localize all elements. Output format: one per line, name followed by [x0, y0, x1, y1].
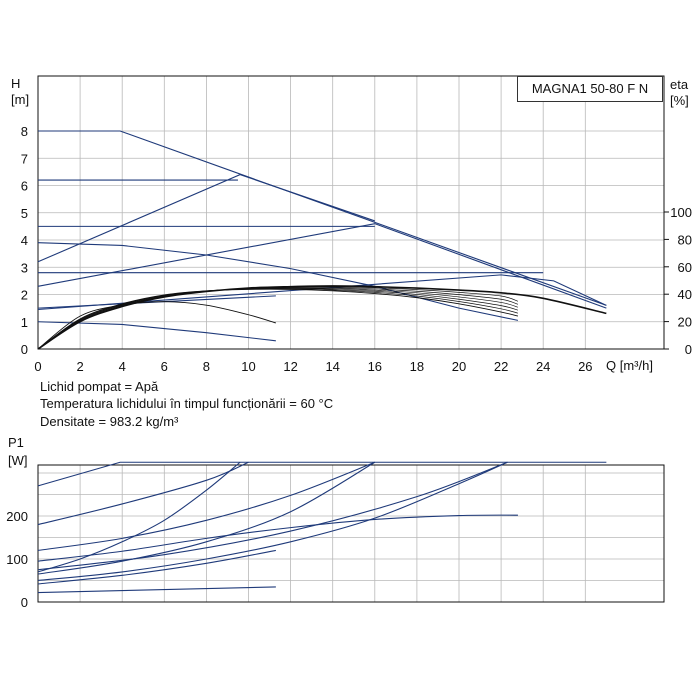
efficiency-curve [37, 287, 519, 350]
y-tick-label: 6 [21, 179, 28, 194]
power-curve [37, 549, 276, 585]
head-eta-tick-labels: 0 20 40 60 80 100 [664, 205, 692, 357]
eta-tick-label: 60 [678, 260, 692, 275]
y-tick-label: 8 [21, 124, 28, 139]
x-tick-label: 14 [325, 359, 339, 374]
y-tick-label: 5 [21, 206, 28, 221]
head-curves [37, 130, 607, 342]
eta-tick-label: 80 [678, 232, 692, 247]
x-tick-label: 20 [452, 359, 466, 374]
power-plot-frame [37, 464, 665, 603]
x-tick-label: 2 [76, 359, 83, 374]
x-tick-label: 8 [203, 359, 210, 374]
y-axis-label-h: H [11, 76, 20, 91]
head-curve [38, 130, 607, 306]
x-tick-label: 22 [494, 359, 508, 374]
y-tick-label: 2 [21, 288, 28, 303]
efficiency-curve [37, 301, 276, 350]
head-curve [37, 174, 375, 263]
power-curve [37, 461, 249, 526]
eta-tick-label: 40 [678, 287, 692, 302]
y-axis-unit-p1: [W] [8, 453, 28, 468]
model-label: MAGNA1 50-80 F N [517, 76, 663, 102]
y-axis-label-p1: P1 [8, 435, 24, 450]
y-tick-label: 3 [21, 260, 28, 275]
head-curve [37, 223, 607, 309]
x-tick-label: 16 [368, 359, 382, 374]
power-grid [38, 465, 664, 602]
power-y-tick-label: 0 [21, 595, 28, 610]
power-curve [37, 461, 508, 571]
power-y-tick-labels: 0 100 200 [6, 509, 28, 610]
y-axis-unit-h: [m] [11, 92, 29, 107]
x-tick-label: 24 [536, 359, 550, 374]
y2-axis-unit-eta: [%] [670, 93, 689, 108]
power-curve [37, 461, 241, 573]
info-liquid: Lichid pompat = Apă [40, 379, 159, 394]
head-curve [37, 321, 276, 342]
x-tick-label: 6 [161, 359, 168, 374]
power-curve [37, 586, 276, 594]
x-tick-label: 12 [283, 359, 297, 374]
efficiency-curve [37, 287, 519, 350]
efficiency-curve [37, 288, 519, 350]
x-tick-label: 18 [410, 359, 424, 374]
eta-tick-label: 100 [670, 205, 692, 220]
power-y-tick-label: 200 [6, 509, 28, 524]
head-curve [37, 274, 607, 311]
info-temperature: Temperatura lichidului în timpul funcțio… [40, 396, 334, 411]
y-tick-label: 1 [21, 315, 28, 330]
efficiency-curves [37, 285, 607, 350]
efficiency-curve [37, 285, 607, 350]
y-tick-label: 4 [21, 233, 28, 248]
y-tick-label: 7 [21, 151, 28, 166]
info-density: Densitate = 983.2 kg/m³ [40, 414, 179, 429]
power-curve [37, 461, 376, 551]
x-tick-label: 0 [34, 359, 41, 374]
head-x-tick-labels: 0 2 4 6 8 10 12 14 16 18 20 22 24 26 [34, 359, 592, 374]
x-tick-label: 26 [578, 359, 592, 374]
efficiency-curve [37, 288, 519, 350]
power-curve [37, 461, 607, 487]
efficiency-curve [37, 288, 519, 350]
y-tick-label: 0 [21, 342, 28, 357]
power-curve [37, 461, 376, 575]
x-tick-label: 10 [241, 359, 255, 374]
efficiency-curve [37, 286, 519, 350]
eta-tick-label: 20 [678, 315, 692, 330]
head-y-tick-labels: 0 1 2 3 4 5 6 7 8 [21, 124, 28, 357]
power-curve [37, 514, 518, 562]
x-tick-label: 4 [119, 359, 126, 374]
y2-axis-label-eta: eta [670, 77, 689, 92]
power-curve [37, 461, 508, 582]
power-curves [37, 461, 607, 594]
head-curve [37, 242, 519, 321]
eta-tick-label: 0 [685, 342, 692, 357]
x-axis-label-q: Q [m³/h] [606, 358, 653, 373]
power-y-tick-label: 100 [6, 552, 28, 567]
